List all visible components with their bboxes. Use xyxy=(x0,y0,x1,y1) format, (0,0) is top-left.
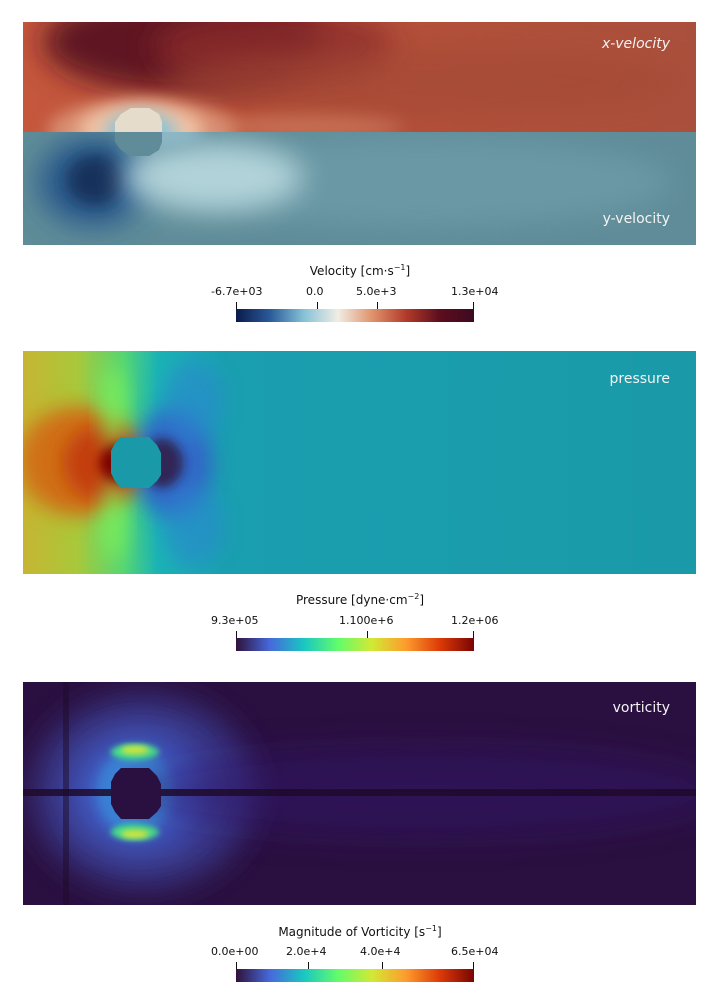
pressure-tick-max: 1.2e+06 xyxy=(451,614,499,627)
pressure-colorbar-title-exponent: −2 xyxy=(407,592,420,601)
velocity-tick-max: 1.3e+04 xyxy=(451,285,499,298)
velocity-colorbar-title-exponent: −1 xyxy=(393,263,406,272)
vorticity-colorbar xyxy=(236,969,474,982)
y-velocity-label: y-velocity xyxy=(602,211,670,227)
vorticity-tick-3: 4.0e+4 xyxy=(360,945,401,958)
pressure-colorbar-title-bracket: ] xyxy=(419,593,425,607)
velocity-tick-mark-zero xyxy=(317,302,318,309)
velocity-tick-zero: 0.0 xyxy=(306,285,324,298)
velocity-colorbar-title-bracket: ] xyxy=(405,264,411,278)
vorticity-tick-2: 2.0e+4 xyxy=(286,945,327,958)
vorticity-tick-mark-3 xyxy=(382,962,383,969)
pressure-tick-mark-mid xyxy=(367,631,368,638)
vorticity-label: vorticity xyxy=(612,700,670,716)
vorticity-colorbar-title: Magnitude of Vorticity [s−1] xyxy=(0,924,720,939)
velocity-colorbar-title-text: Velocity [cm·s xyxy=(309,264,394,278)
vorticity-field-plot: vorticity xyxy=(23,682,696,905)
pressure-tick-mid: 1.100e+6 xyxy=(339,614,394,627)
vorticity-tick-max: 6.5e+04 xyxy=(451,945,499,958)
pressure-tick-min: 9.3e+05 xyxy=(211,614,259,627)
vorticity-tick-min: 0.0e+00 xyxy=(211,945,259,958)
pressure-colorbar-title-text: Pressure [dyne·cm xyxy=(295,593,408,607)
velocity-tick-mark-mid xyxy=(377,302,378,309)
pressure-colorbar-title: Pressure [dyne·cm−2] xyxy=(0,592,720,607)
vorticity-tick-mark-2 xyxy=(308,962,309,969)
velocity-field-image xyxy=(23,22,696,245)
vorticity-colorbar-title-text: Magnitude of Vorticity [s xyxy=(278,925,426,939)
pressure-field-plot: pressure xyxy=(23,351,696,574)
vorticity-colorbar-title-bracket: ] xyxy=(436,925,442,939)
velocity-tick-min: -6.7e+03 xyxy=(211,285,263,298)
pressure-field-image xyxy=(23,351,696,574)
velocity-colorbar xyxy=(236,309,474,322)
vorticity-colorbar-title-exponent: −1 xyxy=(425,924,437,933)
velocity-colorbar-title: Velocity [cm·s−1] xyxy=(0,263,720,278)
velocity-field-plot: x-velocity y-velocity xyxy=(23,22,696,245)
vorticity-field-image xyxy=(23,682,696,905)
pressure-label: pressure xyxy=(609,371,670,387)
x-velocity-label: x-velocity xyxy=(601,36,670,52)
pressure-colorbar xyxy=(236,638,474,651)
velocity-tick-mid: 5.0e+3 xyxy=(356,285,397,298)
